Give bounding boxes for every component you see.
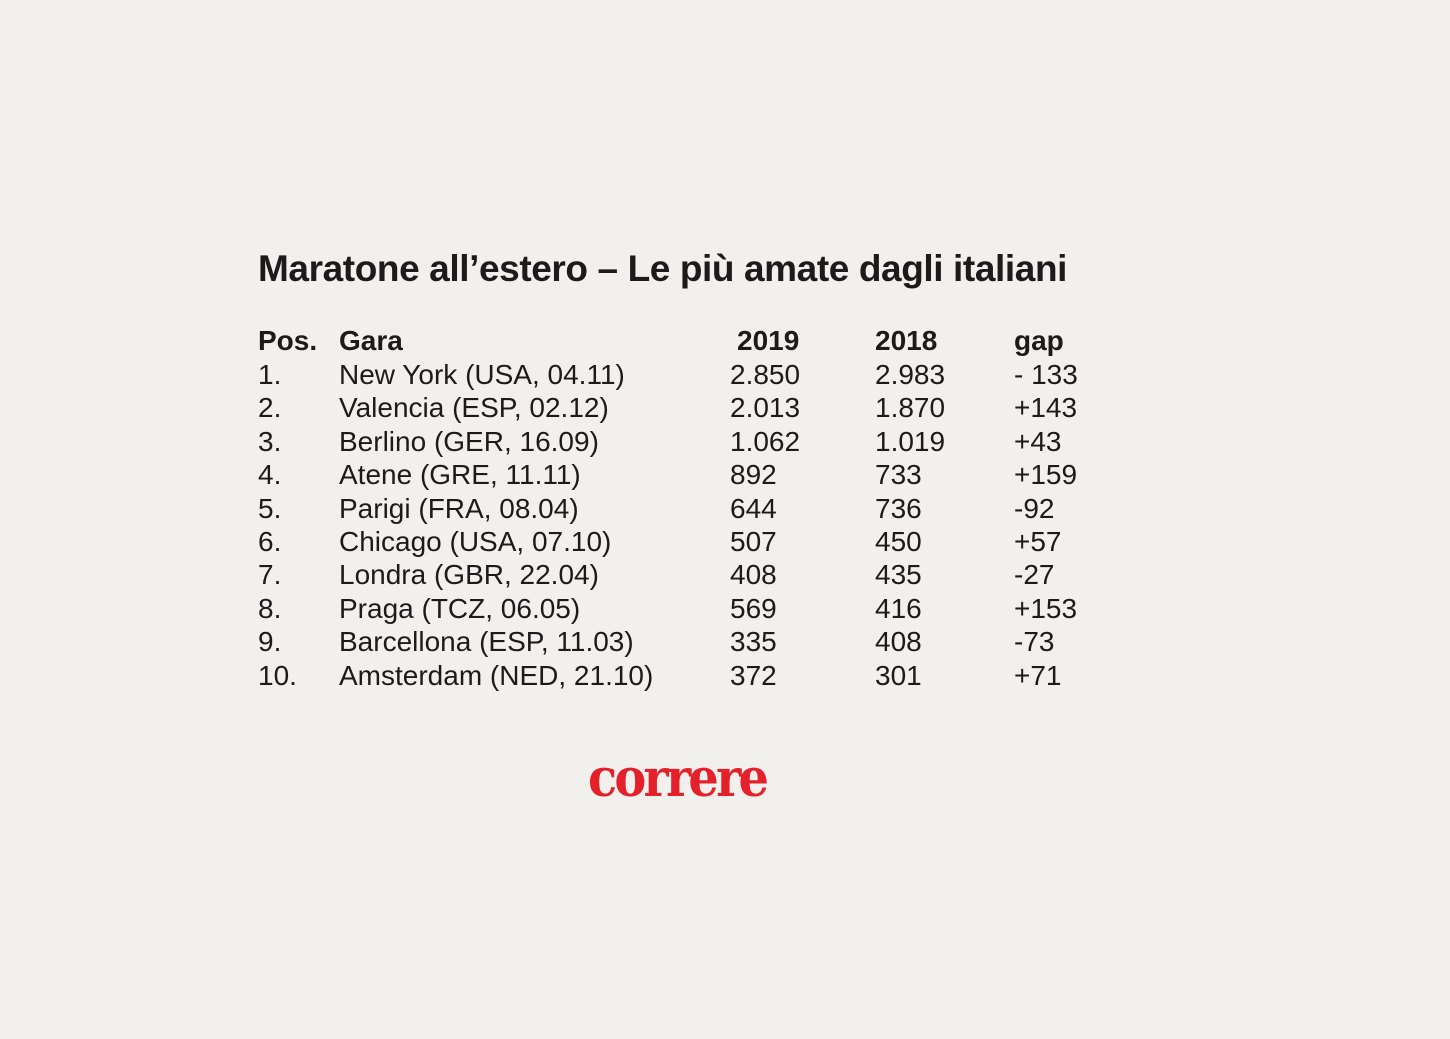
- cell-2018: 408: [875, 626, 922, 658]
- cell-gara: New York (USA, 04.11): [339, 359, 625, 390]
- cell-pos: 8.: [258, 592, 282, 624]
- cell-gap: -92: [1014, 492, 1055, 524]
- cell-gap: -73: [1014, 626, 1055, 658]
- cell-2019: 2.850: [730, 359, 801, 390]
- table-row: 7. Londra (GBR, 22.04) 408 435 -27: [258, 558, 1138, 591]
- cell-pos: 10.: [258, 659, 297, 691]
- cell-pos: 5.: [258, 492, 282, 524]
- cell-2018: 736: [875, 492, 922, 524]
- cell-gap: - 133: [1014, 359, 1078, 390]
- cell-pos: 1.: [258, 359, 282, 390]
- cell-gara: Londra (GBR, 22.04): [339, 559, 599, 591]
- ranking-table: Pos. Gara 2019 2018 gap 1. New York (USA,…: [258, 323, 1138, 692]
- correre-logo: correre: [588, 748, 769, 809]
- cell-2019: 1.062: [730, 425, 801, 457]
- cell-2018: 301: [875, 659, 922, 691]
- cell-gara: Valencia (ESP, 02.12): [339, 392, 609, 424]
- cell-gap: +159: [1014, 459, 1078, 491]
- table-body: 1. New York (USA, 04.11) 2.850 2.983- 133 2.…: [258, 358, 1138, 692]
- cell-2019: 2.013: [730, 392, 801, 424]
- header-gap: gap: [1014, 325, 1064, 356]
- cell-2019: 892: [730, 459, 777, 491]
- table-row: 10. Amsterdam (NED, 21.10) 372 301 +71: [258, 659, 1138, 692]
- cell-pos: 9.: [258, 626, 282, 658]
- cell-2019: 644: [730, 492, 777, 524]
- cell-gap: +71: [1014, 659, 1062, 691]
- table-row: 3. Berlino (GER, 16.09) 1.062 1.019 +43: [258, 425, 1138, 458]
- cell-gara: Amsterdam (NED, 21.10): [339, 659, 654, 691]
- table-row: 2. Valencia (ESP, 02.12) 2.013 1.870 +143: [258, 391, 1138, 424]
- logo-text: correre: [588, 748, 769, 809]
- header-gara: Gara: [339, 325, 403, 356]
- cell-2019: 408: [730, 559, 777, 591]
- table-row: 1. New York (USA, 04.11) 2.850 2.983 - 133: [258, 358, 1138, 391]
- cell-gara: Berlino (GER, 16.09): [339, 425, 599, 457]
- cell-2018: 450: [875, 525, 922, 557]
- cell-gara: Barcellona (ESP, 11.03): [339, 626, 634, 658]
- cell-gara: Chicago (USA, 07.10): [339, 525, 612, 557]
- table-header-row: Pos. Gara 2019 2018 gap: [258, 323, 1138, 358]
- header-2018: 2018: [875, 325, 938, 356]
- cell-gara: Atene (GRE, 11.11): [339, 459, 581, 491]
- cell-pos: 3.: [258, 425, 282, 457]
- cell-2018: 1.870: [875, 392, 946, 424]
- cell-gara: Parigi (FRA, 08.04): [339, 492, 579, 524]
- table-row: 8. Praga (TCZ, 06.05) 569 416 +153: [258, 592, 1138, 625]
- table-row: 9. Barcellona (ESP, 11.03) 335 408 -73: [258, 625, 1138, 658]
- cell-pos: 7.: [258, 559, 282, 591]
- cell-2019: 569: [730, 592, 777, 624]
- table-row: 5. Parigi (FRA, 08.04) 644 736 -92: [258, 492, 1138, 525]
- cell-2019: 335: [730, 626, 777, 658]
- header-pos: Pos.: [258, 325, 318, 356]
- cell-2019: 372: [730, 659, 777, 691]
- cell-pos: 2.: [258, 392, 282, 424]
- table-row: 6. Chicago (USA, 07.10) 507 450 +57: [258, 525, 1138, 558]
- cell-2019: 507: [730, 525, 777, 557]
- cell-2018: 2.983: [875, 359, 946, 390]
- cell-2018: 733: [875, 459, 922, 491]
- table-row: 4. Atene (GRE, 11.11) 892 733 +159: [258, 458, 1138, 491]
- header-2019: 2019: [737, 325, 800, 356]
- cell-pos: 6.: [258, 525, 282, 557]
- cell-2018: 435: [875, 559, 922, 591]
- cell-2018: 1.019: [875, 425, 946, 457]
- cell-gap: +57: [1014, 525, 1062, 557]
- cell-gara: Praga (TCZ, 06.05): [339, 592, 581, 624]
- cell-gap: +43: [1014, 425, 1062, 457]
- cell-gap: +153: [1014, 592, 1078, 624]
- cell-gap: -27: [1014, 559, 1055, 591]
- cell-gap: +143: [1014, 392, 1078, 424]
- cell-pos: 4.: [258, 459, 282, 491]
- cell-2018: 416: [875, 592, 922, 624]
- page-title: Maratone all’estero – Le più amate dagli…: [258, 248, 1068, 289]
